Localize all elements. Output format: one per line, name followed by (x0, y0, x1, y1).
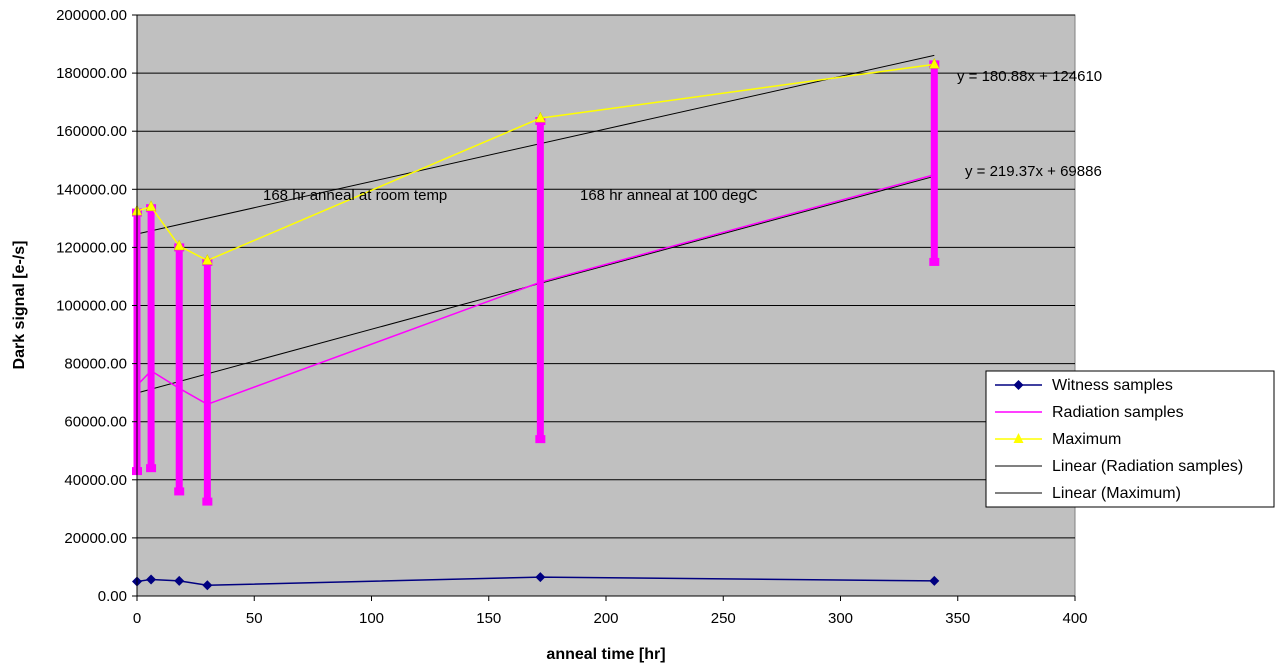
y-tick-label: 180000.00 (56, 65, 127, 82)
x-tick-label: 50 (246, 610, 263, 627)
legend-label: Linear (Radiation samples) (1052, 458, 1243, 475)
error-bar-cap (174, 487, 185, 496)
x-axis-ticks: 0 50 100 150 200 250 300 350 400 (133, 15, 1088, 627)
error-bar-cap (146, 464, 157, 473)
y-tick-label: 200000.00 (56, 7, 127, 24)
witness-point (535, 572, 546, 583)
maximum-point (534, 111, 546, 123)
y-tick-label: 140000.00 (56, 181, 127, 198)
x-axis-title: anneal time [hr] (546, 646, 665, 663)
equation-maximum: y = 180.88x + 124610 (957, 68, 1102, 85)
witness-point (174, 575, 185, 586)
x-tick-label: 150 (476, 610, 501, 627)
equation-radiation: y = 219.37x + 69886 (965, 163, 1102, 180)
y-tick-label: 0.00 (98, 588, 127, 605)
legend-marker (1013, 433, 1024, 443)
y-tick-label: 20000.00 (64, 530, 127, 547)
series-line-radiation (136, 174, 935, 406)
y-tick-label: 160000.00 (56, 123, 127, 140)
legend-label: Radiation samples (1052, 404, 1184, 421)
x-tick-label: 0 (133, 610, 141, 627)
witness-point (202, 580, 213, 591)
y-axis-ticks: 0.00 20000.00 40000.00 60000.00 80000.00 1000… (56, 7, 137, 605)
x-tick-label: 200 (593, 610, 618, 627)
witness-point (146, 574, 157, 585)
x-tick-label: 350 (945, 610, 970, 627)
y-tick-label: 120000.00 (56, 239, 127, 256)
witness-point (929, 575, 940, 586)
error-bar-cap (202, 497, 213, 506)
y-axis-title: Dark signal [e-/s] (11, 241, 28, 370)
legend-label: Linear (Maximum) (1052, 485, 1181, 502)
annotation-room-temp: 168 hr anneal at room temp (263, 187, 447, 204)
y-tick-label: 40000.00 (64, 472, 127, 489)
x-tick-label: 250 (711, 610, 736, 627)
maximum-point (173, 239, 185, 251)
y-tick-label: 80000.00 (64, 356, 127, 373)
legend-label: Witness samples (1052, 377, 1173, 394)
maximum-point (928, 57, 940, 69)
error-bar-cap (929, 257, 940, 266)
legend-label: Maximum (1052, 431, 1121, 448)
y-tick-label: 100000.00 (56, 298, 127, 315)
y-tick-label: 60000.00 (64, 414, 127, 431)
maximum-point (145, 200, 157, 211)
trendline-maximum (136, 54, 935, 235)
legend-marker (1013, 380, 1024, 390)
annotation-100-degc: 168 hr anneal at 100 degC (580, 187, 758, 204)
x-tick-label: 100 (359, 610, 384, 627)
error-bar-cap (535, 435, 546, 444)
maximum-point (201, 253, 213, 265)
legend: Witness samples Radiation samples Maximum L… (985, 370, 1275, 508)
x-tick-label: 400 (1062, 610, 1087, 627)
x-tick-label: 300 (828, 610, 853, 627)
